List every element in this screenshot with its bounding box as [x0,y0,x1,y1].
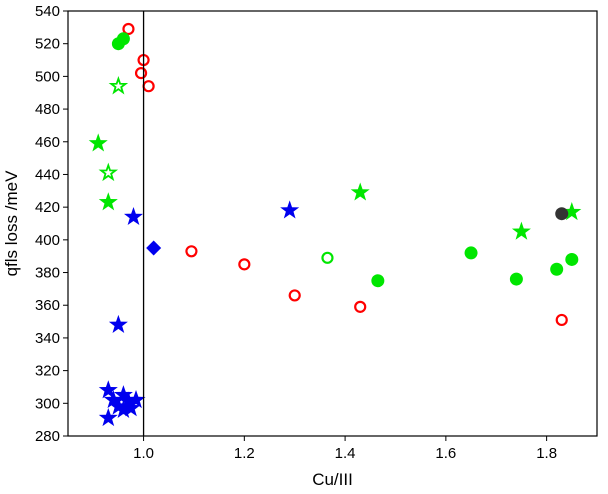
data-point-open-circle [185,245,198,258]
y-tick-label: 460 [35,134,60,151]
data-point-filled-circle [116,32,130,46]
y-axis-ticks: 280 300 320 340 360 380 400 420 440 460 480 500 520 5… [35,3,68,445]
data-point-filled-star [103,390,123,409]
y-tick-label: 520 [35,36,60,53]
x-tick-label: 1.2 [234,445,255,462]
y-tick-label: 440 [35,166,60,183]
y-tick-label: 540 [35,3,60,20]
y-tick-label: 400 [35,232,60,249]
y-tick-label: 360 [35,297,60,314]
data-point-filled-star [562,202,582,221]
data-point-filled-star [511,221,531,240]
data-point-filled-circle [371,274,385,288]
data-point-filled-circle [464,246,478,260]
data-point-filled-star [98,408,118,427]
data-point-filled-star [280,200,300,219]
data-point-filled-star [118,391,138,410]
data-point-filled-star [123,206,144,226]
x-tick-label: 1.8 [536,445,557,462]
y-tick-label: 280 [35,428,60,445]
chart-marks [88,22,582,427]
y-tick-label: 300 [35,395,60,412]
data-point-open-circle [122,22,135,36]
data-point-filled-circle [509,272,523,286]
y-tick-label: 380 [35,265,60,282]
data-point-open-circle [238,258,251,271]
y-tick-label: 500 [35,68,60,85]
data-point-open-circle [321,251,334,264]
data-point-open-circle [142,80,155,93]
data-point-filled-star [98,380,118,399]
x-tick-label: 1.6 [435,445,456,462]
data-point-open-circle [354,300,367,313]
y-tick-label: 420 [35,199,60,216]
data-point-filled-star [113,385,133,404]
data-point-open-star [108,75,129,95]
data-point-open-star [98,162,119,182]
data-point-filled-star [126,390,146,409]
data-point-filled-circle [565,252,579,266]
plot-frame [67,10,598,437]
x-tick-label: 1.4 [335,445,356,462]
data-point-open-circle [555,313,568,327]
data-point-filled-star [98,192,118,211]
y-axis-title: qfls loss /meV [2,170,21,276]
data-point-filled-star [113,399,133,418]
data-point-filled-star [108,396,128,415]
data-point-filled-star [350,182,370,201]
y-tick-label: 320 [35,363,60,380]
x-axis-ticks: 1.0 1.2 1.4 1.6 1.8 [133,436,557,462]
x-tick-label: 1.0 [133,445,154,462]
y-tick-label: 480 [35,101,60,118]
data-point-filled-circle [555,207,569,221]
data-point-filled-star [88,133,108,152]
data-point-filled-circle [550,262,564,276]
x-axis-title: Cu/III [312,470,353,489]
data-point-filled-star [108,314,128,333]
data-point-open-circle [134,67,148,80]
data-point-filled-diamond [146,240,162,256]
data-point-open-circle [288,289,301,302]
y-tick-label: 340 [35,330,60,347]
